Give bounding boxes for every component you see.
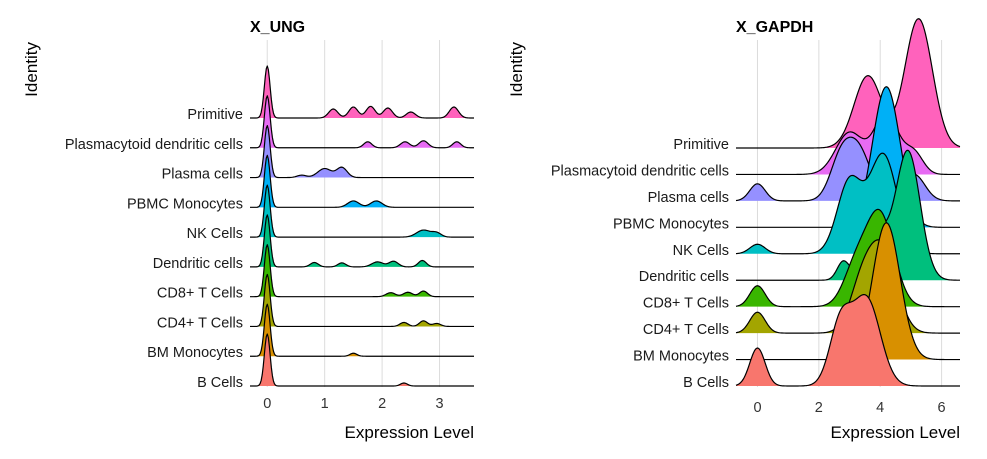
category-label-dendritic-cells: Dendritic cells — [639, 269, 729, 285]
x-tick-label-1: 1 — [321, 396, 329, 412]
category-label-nk-cells: NK Cells — [187, 226, 243, 242]
category-label-cd4-t-cells: CD4+ T Cells — [157, 315, 243, 331]
ridge-fill-dendritic-cells — [250, 214, 474, 267]
ridge-outline-dendritic-cells — [250, 214, 474, 268]
ridge-outline-cd8-t-cells — [250, 244, 474, 298]
category-label-pbmc-monocytes: PBMC Monocytes — [127, 196, 243, 212]
x-tick-label-4: 4 — [876, 400, 884, 416]
category-label-nk-cells: NK Cells — [673, 243, 729, 259]
ridge-fill-primitive — [736, 18, 960, 148]
category-label-primitive: Primitive — [187, 107, 243, 123]
ridge-outline-b-cells — [250, 333, 474, 387]
category-label-cd8-t-cells: CD8+ T Cells — [643, 296, 729, 312]
ridge-outline-dendritic-cells — [736, 149, 961, 281]
ridge-outline-pbmc-monocytes — [250, 154, 474, 208]
ridge-outline-bm-monocytes — [250, 303, 474, 357]
ridge-fill-plasma-cells — [250, 125, 474, 178]
x-tick-label-2: 2 — [815, 400, 823, 416]
ridge-outline-plasma-cells — [250, 124, 474, 179]
ridge-fill-b-cells — [250, 334, 474, 386]
ridge-fill-cd4-t-cells — [250, 274, 474, 327]
category-label-plasma-cells: Plasma cells — [648, 190, 729, 206]
category-label-plasmacytoid-dendritic-cells: Plasmacytoid dendritic cells — [65, 137, 243, 153]
panel-2: B Cells BM Monocytes CD4+ T Cells CD8+ T Ce… — [507, 18, 961, 442]
category-label-bm-monocytes: BM Monocytes — [633, 349, 729, 365]
category-label-b-cells: B Cells — [197, 375, 243, 391]
ridge-fill-dendritic-cells — [736, 150, 960, 281]
ridge-outline-plasma-cells — [735, 136, 961, 202]
ridge-fill-bm-monocytes — [250, 304, 474, 357]
ridge-outline-cd8-t-cells — [735, 208, 960, 308]
ridge-fill-cd8-t-cells — [250, 244, 474, 297]
category-label-plasma-cells: Plasma cells — [162, 167, 243, 183]
chart-title: X_GAPDH — [736, 19, 813, 36]
ridge-outline-b-cells — [735, 293, 960, 387]
ridge-fill-b-cells — [736, 294, 960, 386]
ridge-outline-primitive — [736, 18, 961, 149]
ridge-fill-nk-cells — [250, 185, 474, 238]
ridge-outline-nk-cells — [250, 184, 474, 238]
category-label-b-cells: B Cells — [683, 375, 729, 391]
y-axis-title: Identity — [507, 42, 526, 97]
ridge-fill-plasmacytoid-dendritic-cells — [250, 95, 474, 148]
category-label-dendritic-cells: Dendritic cells — [153, 256, 243, 272]
x-tick-label-2: 2 — [378, 396, 386, 412]
x-tick-label-3: 3 — [435, 396, 443, 412]
category-label-cd4-t-cells: CD4+ T Cells — [643, 322, 729, 338]
ridge-fill-primitive — [250, 66, 474, 118]
ridge-outline-plasmacytoid-dendritic-cells — [736, 111, 960, 176]
x-axis-title: Expression Level — [345, 423, 474, 442]
category-label-plasmacytoid-dendritic-cells: Plasmacytoid dendritic cells — [551, 163, 729, 179]
ridge-fill-cd8-t-cells — [736, 209, 960, 307]
x-tick-label-6: 6 — [938, 400, 946, 416]
category-label-cd8-t-cells: CD8+ T Cells — [157, 286, 243, 302]
x-tick-label-0: 0 — [263, 396, 271, 412]
category-label-pbmc-monocytes: PBMC Monocytes — [613, 216, 729, 232]
ridge-fill-pbmc-monocytes — [250, 155, 474, 208]
category-label-primitive: Primitive — [673, 137, 729, 153]
category-label-bm-monocytes: BM Monocytes — [147, 345, 243, 361]
chart-title: X_UNG — [250, 19, 305, 36]
ridge-outline-primitive — [250, 65, 474, 119]
ridge-fill-bm-monocytes — [736, 222, 960, 360]
panel-1: B Cells BM Monocytes CD4+ T Cells CD8+ T Ce… — [22, 19, 474, 442]
y-axis-title: Identity — [22, 42, 41, 97]
x-axis-title: Expression Level — [831, 423, 960, 442]
ridge-outline-cd4-t-cells — [250, 273, 474, 328]
ridge-outline-plasmacytoid-dendritic-cells — [250, 95, 474, 149]
x-tick-label-0: 0 — [753, 400, 761, 416]
